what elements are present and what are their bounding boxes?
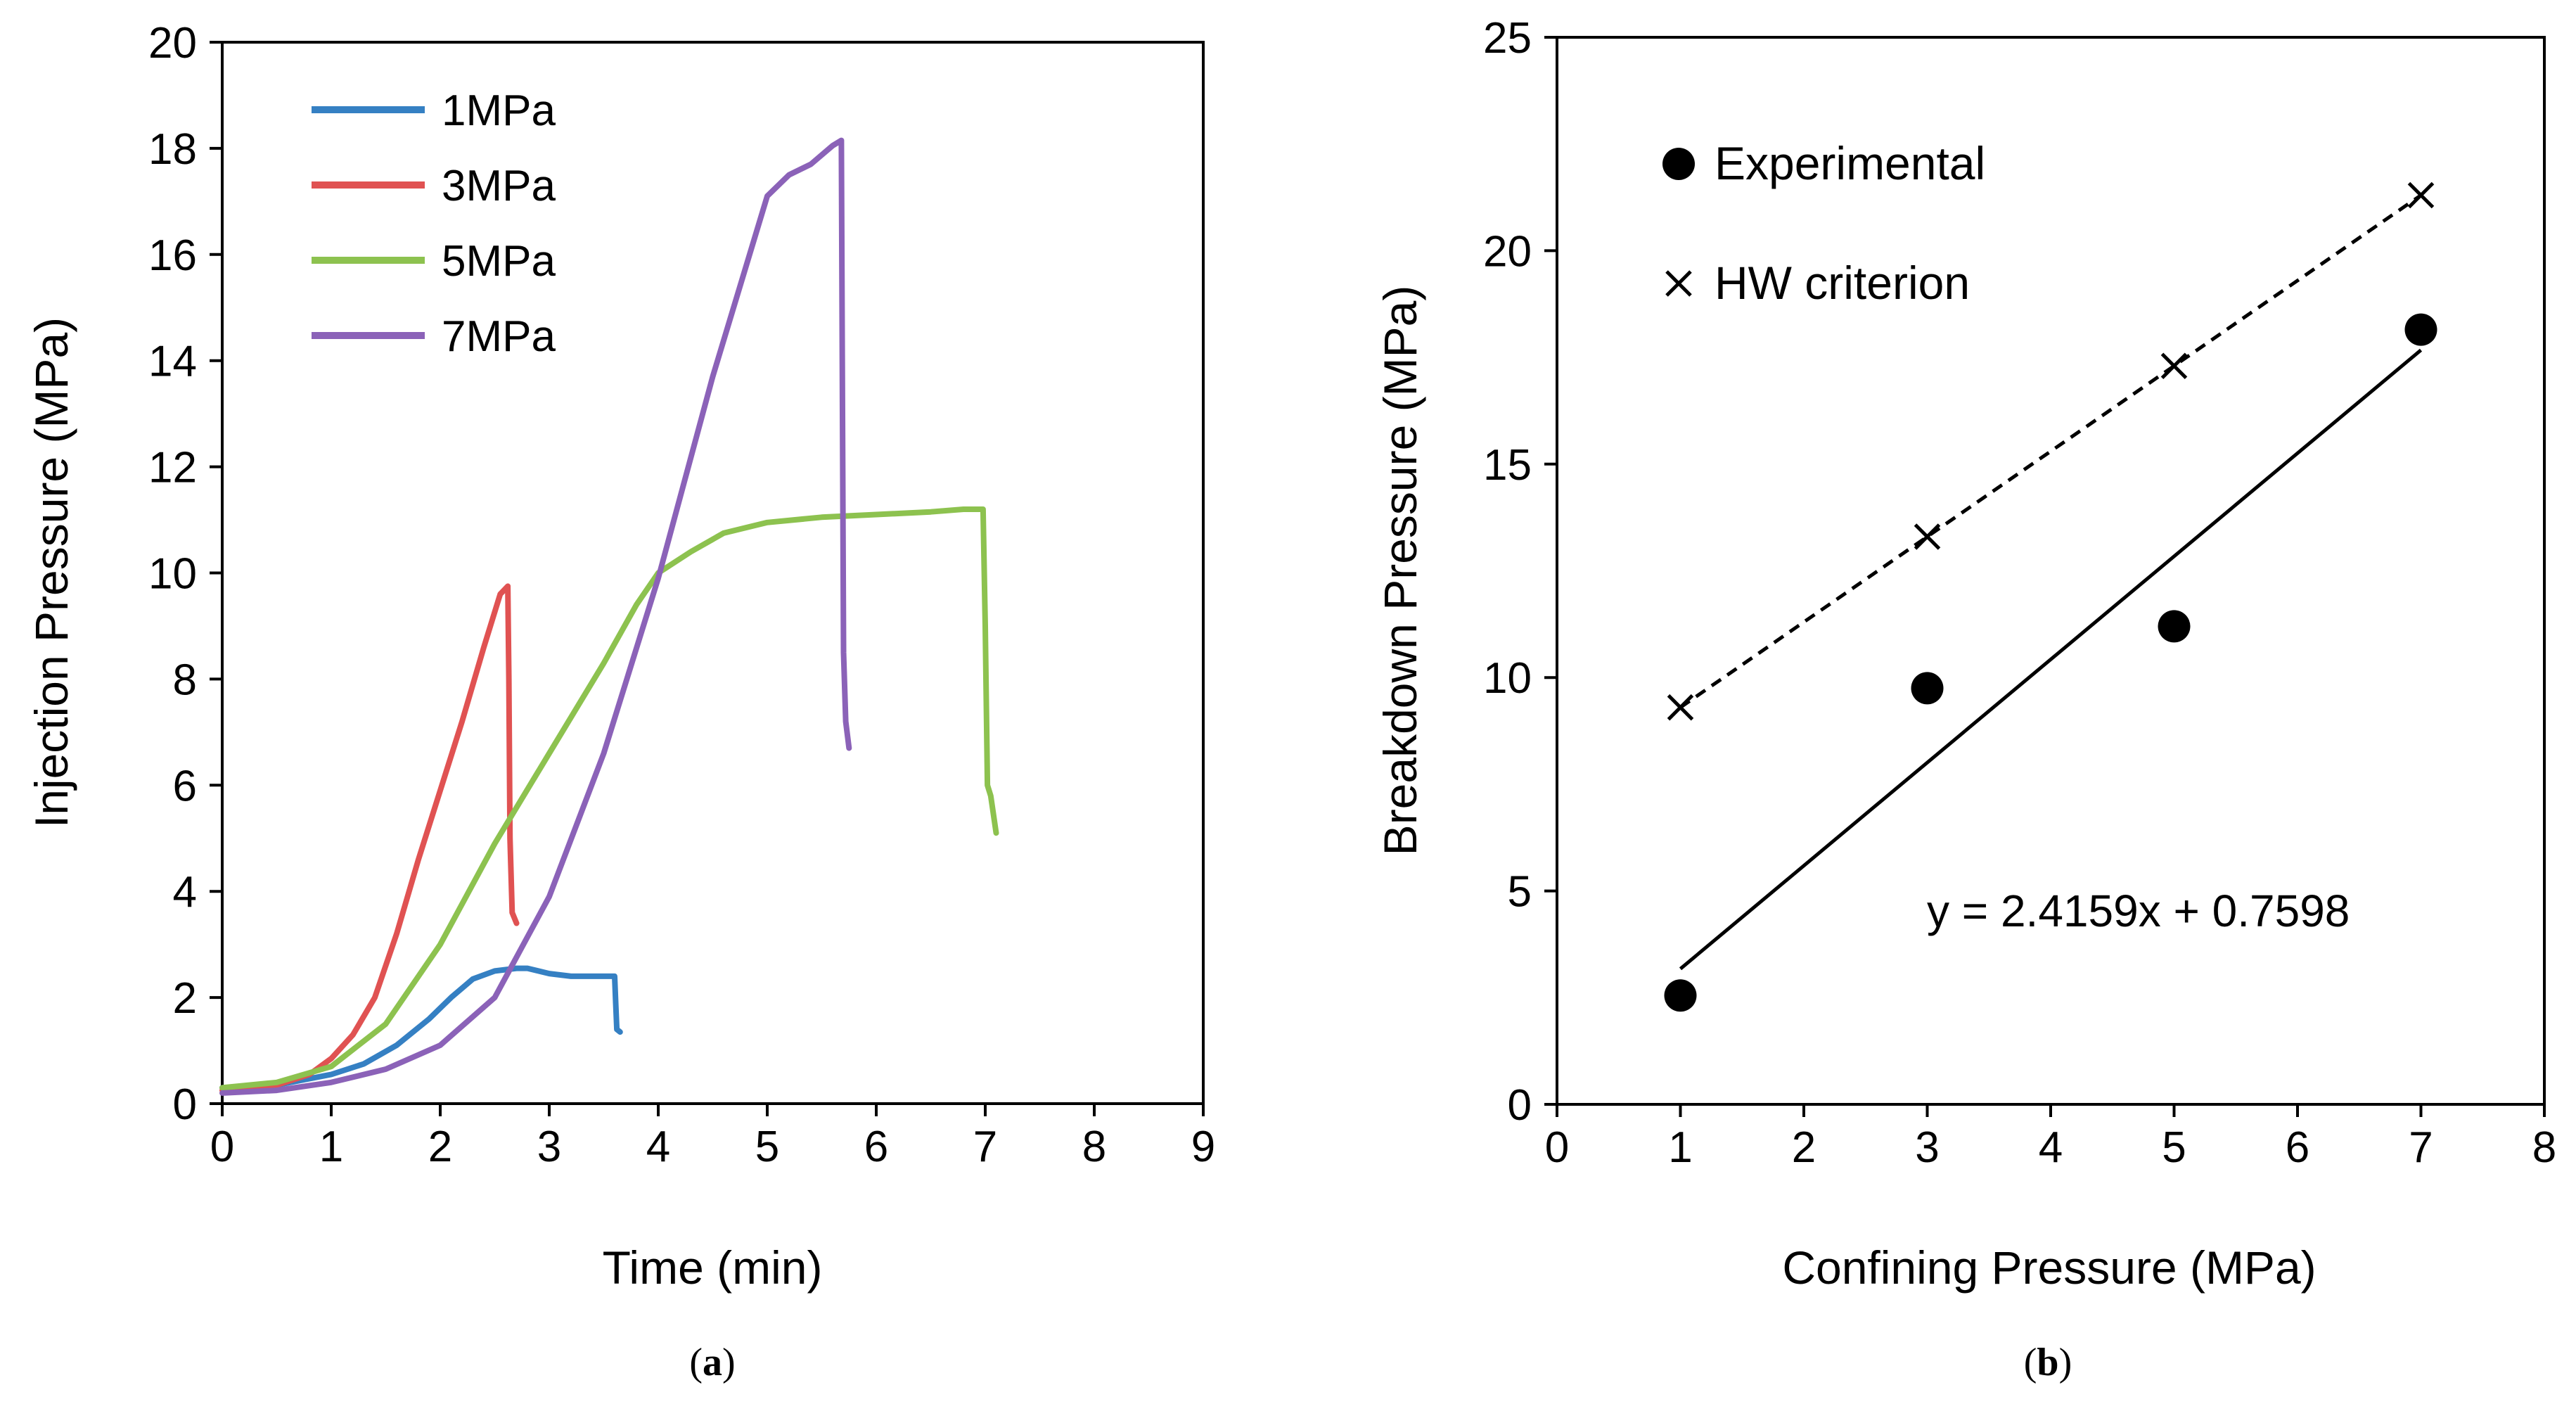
chart-a-y-tick-label: 10	[148, 550, 197, 599]
chart-b-x-tick-label: 5	[2162, 1123, 2186, 1172]
chart-b-x-tick-label: 4	[2039, 1123, 2063, 1172]
chart-a-y-tick-label: 2	[173, 974, 197, 1023]
chart-b-x-tick-label: 0	[1545, 1123, 1569, 1172]
chart-a-y-tick-label: 8	[173, 656, 197, 704]
experimental-point	[2404, 313, 2437, 346]
chart-a-x-tick-label: 0	[210, 1123, 234, 1171]
legend-label-3mpa: 3MPa	[442, 162, 556, 210]
chart-a-x-axis-title: Time (min)	[603, 1242, 823, 1294]
chart-a-x-tick-label: 4	[646, 1123, 670, 1171]
chart-a-panel-caption: (a)	[689, 1341, 735, 1384]
series-line-5mpa	[219, 506, 999, 1091]
chart-a-y-tick-label: 0	[173, 1080, 197, 1129]
chart-a-x-tick-label: 2	[428, 1123, 452, 1171]
chart-b: 0 1 2 3 4 5 6 7 8 0 5 10 15 20 25 Experimental HW crite…	[1374, 14, 2556, 1384]
chart-a-y-tick-label: 12	[148, 444, 197, 492]
chart-b-x-tick-label: 1	[1668, 1123, 1692, 1172]
chart-b-points	[1664, 181, 2437, 1012]
chart-a-x-tick-label: 1	[319, 1123, 343, 1171]
chart-b-x-tick-label: 3	[1915, 1123, 1939, 1172]
hw-criterion-line	[1679, 193, 2422, 709]
chart-a-series-lines	[219, 137, 999, 1096]
chart-a-y-tick-label: 18	[148, 125, 197, 174]
chart-b-x-tick-label: 7	[2409, 1123, 2433, 1172]
series-line-3mpa	[219, 583, 520, 1094]
chart-a-x-tick-label: 5	[755, 1123, 779, 1171]
chart-b-panel-caption: (b)	[2024, 1341, 2072, 1384]
chart-b-x-tick-label: 8	[2532, 1123, 2556, 1172]
hw-criterion-point	[2407, 181, 2435, 209]
legend-label-1mpa: 1MPa	[442, 87, 556, 135]
hw-criterion-point	[1667, 694, 1694, 721]
chart-a-x-tick-label: 7	[973, 1123, 997, 1171]
chart-b-y-tick-label: 25	[1483, 14, 1532, 63]
chart-a-x-tick-label: 8	[1082, 1123, 1106, 1171]
legend-hw-criterion-label: HW criterion	[1715, 257, 1970, 309]
series-line-7mpa	[219, 137, 852, 1096]
chart-a-y-tick-label: 14	[148, 338, 197, 386]
chart-a-x-tick-label: 6	[864, 1123, 888, 1171]
chart-a-y-tick-label: 6	[173, 762, 197, 810]
chart-b-x-tick-label: 2	[1792, 1123, 1816, 1172]
chart-b-y-tick-label: 10	[1483, 654, 1532, 703]
experimental-point	[1664, 979, 1697, 1012]
chart-b-x-axis-title: Confining Pressure (MPa)	[1782, 1242, 2316, 1294]
experimental-point	[2158, 610, 2191, 643]
chart-a-y-tick-label: 20	[148, 19, 197, 68]
chart-b-x-tick-label: 6	[2286, 1123, 2309, 1172]
legend-experimental-marker	[1662, 148, 1695, 180]
chart-b-lines	[1679, 193, 2423, 971]
legend-experimental-label: Experimental	[1715, 137, 1985, 189]
chart-a-y-tick-label: 4	[173, 868, 197, 917]
chart-b-y-tick-label: 20	[1483, 227, 1532, 276]
chart-a-y-axis-title: Injection Pressure (MPa)	[25, 317, 77, 828]
chart-b-y-tick-label: 0	[1508, 1081, 1532, 1130]
experimental-point	[1911, 672, 1944, 705]
chart-b-y-tick-label: 15	[1483, 441, 1532, 490]
hw-criterion-point	[2160, 352, 2188, 380]
chart-a-x-tick-label: 9	[1191, 1123, 1215, 1171]
chart-b-legend: Experimental HW criterion	[1662, 137, 1985, 309]
chart-b-equation-label: y = 2.4159x + 0.7598	[1927, 886, 2350, 936]
chart-b-y-axis-title: Breakdown Pressure (MPa)	[1374, 286, 1426, 856]
experimental-trendline	[1679, 348, 2423, 971]
legend-label-7mpa: 7MPa	[442, 312, 556, 361]
legend-hw-criterion-marker	[1665, 270, 1692, 297]
hw-criterion-point	[1914, 523, 1941, 550]
chart-b-ticks: 0 1 2 3 4 5 6 7 8 0 5 10 15 20 25	[1483, 14, 2556, 1172]
chart-a-x-tick-label: 3	[537, 1123, 561, 1171]
series-line-1mpa	[219, 965, 623, 1091]
chart-b-y-tick-label: 5	[1508, 868, 1532, 917]
chart-a-y-tick-label: 16	[148, 231, 197, 280]
legend-label-5mpa: 5MPa	[442, 237, 556, 286]
chart-a-legend: 1MPa 3MPa 5MPa 7MPa	[312, 87, 556, 361]
